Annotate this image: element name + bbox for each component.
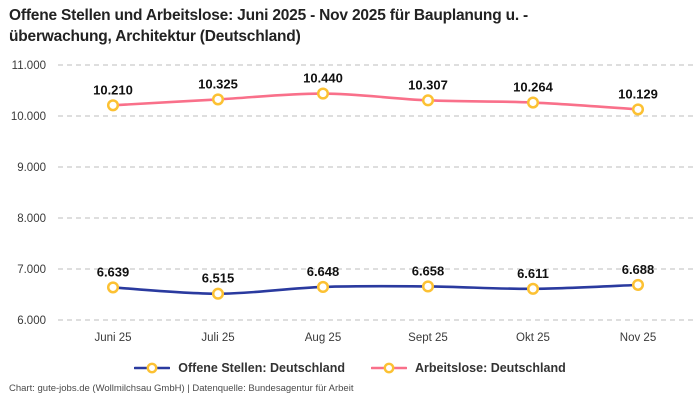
svg-text:11.000: 11.000 — [12, 60, 46, 72]
line-chart: 6.000 7.000 8.000 9.000 10.000 11.000 Juni 25 J… — [11, 60, 695, 344]
svg-text:7.000: 7.000 — [17, 264, 46, 276]
svg-text:Nov 25: Nov 25 — [620, 332, 656, 344]
legend-label-offene-stellen: Offene Stellen: Deutschland — [178, 361, 345, 375]
svg-text:6.000: 6.000 — [17, 315, 46, 327]
svg-text:Juni 25: Juni 25 — [94, 332, 131, 344]
svg-text:8.000: 8.000 — [17, 213, 46, 225]
svg-text:Aug 25: Aug 25 — [305, 332, 341, 344]
svg-text:10.264: 10.264 — [513, 80, 554, 95]
svg-text:Juli 25: Juli 25 — [201, 332, 234, 344]
svg-text:10.210: 10.210 — [93, 82, 133, 97]
chart-title-line2: überwachung, Architektur (Deutschland) — [9, 28, 301, 45]
svg-text:Sept 25: Sept 25 — [408, 332, 448, 344]
svg-text:6.688: 6.688 — [622, 262, 655, 277]
chart-title-line1: Offene Stellen und Arbeitslose: Juni 202… — [9, 7, 529, 24]
svg-text:6.639: 6.639 — [97, 264, 130, 279]
attribution-text: Chart: gute-jobs.de (Wollmilchsau GmbH) … — [9, 383, 354, 394]
svg-text:10.307: 10.307 — [408, 77, 448, 92]
legend-item-arbeitslose[interactable]: Arbeitslose: Deutschland — [370, 361, 566, 375]
legend-item-offene-stellen[interactable]: Offene Stellen: Deutschland — [134, 361, 345, 375]
svg-text:10.129: 10.129 — [618, 86, 658, 101]
svg-text:10.325: 10.325 — [198, 76, 238, 91]
svg-text:6.515: 6.515 — [202, 271, 235, 286]
legend-pink-line-marker-icon — [370, 362, 407, 374]
svg-text:6.611: 6.611 — [517, 266, 549, 281]
svg-text:9.000: 9.000 — [17, 162, 46, 174]
svg-text:10.440: 10.440 — [303, 71, 343, 86]
legend: Offene Stellen: Deutschland Arbeitslose:… — [0, 361, 700, 375]
chart-title: Offene Stellen und Arbeitslose: Juni 202… — [9, 5, 528, 47]
svg-text:6.648: 6.648 — [307, 264, 340, 279]
svg-text:Okt 25: Okt 25 — [516, 332, 550, 344]
legend-label-arbeitslose: Arbeitslose: Deutschland — [414, 361, 566, 375]
svg-text:6.658: 6.658 — [412, 263, 445, 278]
legend-blue-line-marker-icon — [134, 362, 171, 374]
svg-text:10.000: 10.000 — [11, 111, 46, 123]
